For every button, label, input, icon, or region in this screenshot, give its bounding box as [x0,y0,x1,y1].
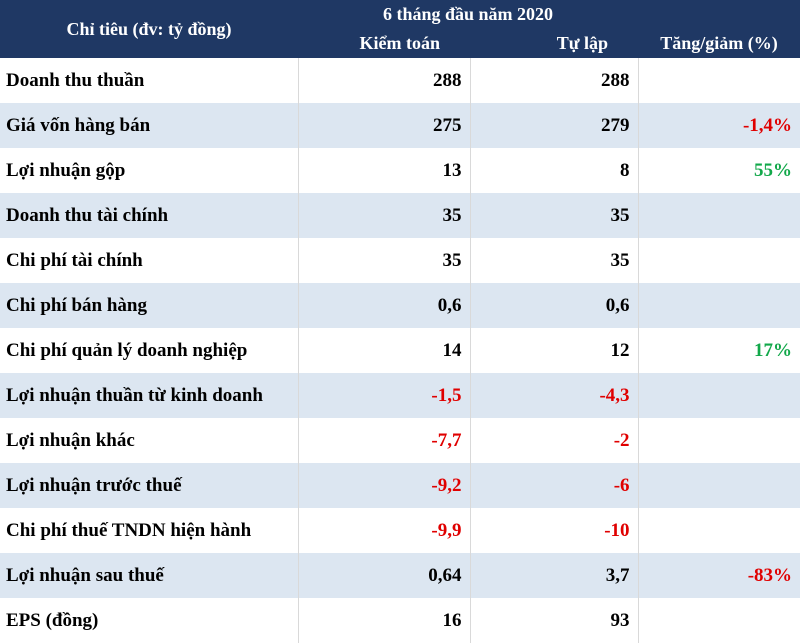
value-cell: -83% [637,553,800,598]
table-row: Chi phí bán hàng 0,6 0,6 [0,283,800,328]
row-label: Lợi nhuận trước thuế [0,463,298,508]
value-cell: -9,2 [297,463,470,508]
value-cell: 14 [297,328,470,373]
value-cell: 0,6 [469,283,639,328]
value-cell: -2 [469,418,639,463]
table-row: Doanh thu thuần 288 288 [0,58,800,103]
value-cell [637,373,800,418]
value-cell [637,238,800,283]
table-row: EPS (đồng) 16 93 [0,598,800,643]
table-row: Lợi nhuận trước thuế -9,2 -6 [0,463,800,508]
value-cell [637,418,800,463]
row-label: Chi phí thuế TNDN hiện hành [6,519,252,541]
row-label: Lợi nhuận sau thuế [0,553,298,598]
header-period: 6 tháng đầu năm 2020 [298,0,639,28]
value-cell: 275 [297,103,470,148]
value-cell: -1,4% [637,103,800,148]
row-label: Chi phí quản lý doanh nghiệp [6,339,248,361]
value-cell: 35 [469,193,639,238]
value-cell: -6 [469,463,639,508]
value-cell: -7,7 [297,418,470,463]
value-cell: 13 [297,148,470,193]
header-column: Tự lập [470,28,639,58]
value-cell: 55% [637,148,800,193]
row-label: EPS (đồng) [6,609,99,631]
value-cell: 0,64 [297,553,470,598]
header-blank [638,0,800,28]
value-cell: -4,3 [469,373,639,418]
row-label: Chi phí bán hàng [0,283,298,328]
value-cell: -1,5 [297,373,470,418]
row-label: Lợi nhuận gộp [6,159,126,181]
table-header: Chỉ tiêu (đv: tỷ đồng) 6 tháng đầu năm 2… [0,0,800,58]
table-body: Doanh thu thuần 288 288 Giá vốn hàng bán 275… [0,58,800,643]
value-cell [637,193,800,238]
value-cell: 288 [469,58,639,103]
header-column: Kiểm toán [298,28,470,58]
value-cell [637,598,800,643]
value-cell: 288 [297,58,470,103]
table-row: Doanh thu tài chính 35 35 [0,193,800,238]
header-indicator: Chỉ tiêu (đv: tỷ đồng) [0,0,298,58]
value-cell: 8 [469,148,639,193]
row-label: Lợi nhuận khác [6,429,135,451]
row-label: Lợi nhuận thuần từ kinh doanh [0,373,298,418]
table-row: Lợi nhuận sau thuế 0,64 3,7 -83% [0,553,800,598]
value-cell: -10 [469,508,639,553]
value-cell [637,58,800,103]
table-row: Lợi nhuận khác -7,7 -2 [0,418,800,463]
value-cell: 16 [297,598,470,643]
table-row: Lợi nhuận gộp 13 8 55% [0,148,800,193]
table-row: Lợi nhuận thuần từ kinh doanh -1,5 -4,3 [0,373,800,418]
row-label: Chi phí tài chính [6,249,143,271]
value-cell [637,283,800,328]
table-row: Chi phí tài chính 35 35 [0,238,800,283]
table-row: Chi phí thuế TNDN hiện hành -9,9 -10 [0,508,800,553]
value-cell: -9,9 [297,508,470,553]
value-cell [637,508,800,553]
row-label: Doanh thu thuần [6,69,145,91]
value-cell: 17% [637,328,800,373]
value-cell: 35 [469,238,639,283]
value-cell: 0,6 [297,283,470,328]
value-cell: 35 [297,193,470,238]
value-cell: 35 [297,238,470,283]
header-column: Tăng/giảm (%) [638,28,800,58]
value-cell: 279 [469,103,639,148]
value-cell [637,463,800,508]
table-row: Giá vốn hàng bán 275 279 -1,4% [0,103,800,148]
row-label: Doanh thu tài chính [0,193,298,238]
row-label: Giá vốn hàng bán [0,103,298,148]
value-cell: 93 [469,598,639,643]
value-cell: 12 [469,328,639,373]
table-row: Chi phí quản lý doanh nghiệp 14 12 17% [0,328,800,373]
value-cell: 3,7 [469,553,639,598]
